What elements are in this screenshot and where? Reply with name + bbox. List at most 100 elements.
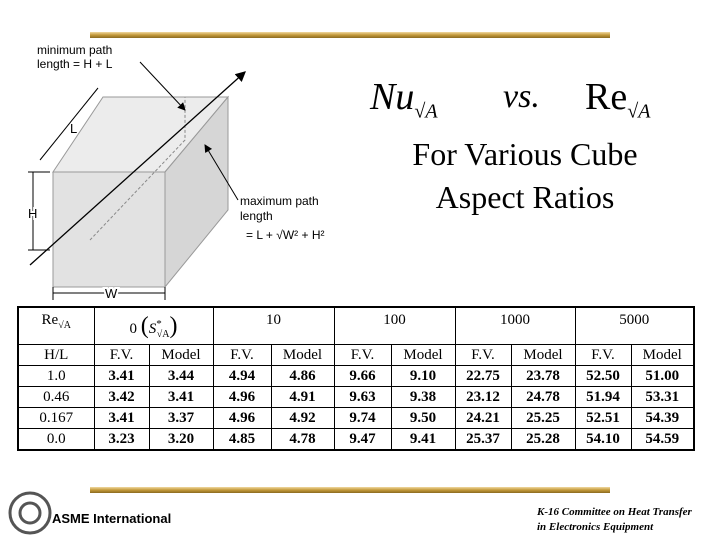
cell: 10 <box>212 306 335 345</box>
cell: 9.63 <box>333 386 392 408</box>
cell: 4.91 <box>270 386 335 408</box>
cell: 0.46 <box>17 386 95 408</box>
cell: 9.10 <box>390 365 456 387</box>
cell: Model <box>510 344 576 366</box>
cell: 9.74 <box>333 407 392 429</box>
cube <box>28 61 246 300</box>
data-row: 1.0 3.41 3.44 4.94 4.86 9.66 9.10 22.75 23.78 52.… <box>17 365 695 387</box>
cell: Model <box>270 344 335 366</box>
cell: 3.41 <box>93 365 150 387</box>
max-label: length <box>240 209 273 223</box>
committee: in Electronics Equipment <box>537 521 654 533</box>
sup: * <box>156 317 162 330</box>
cell: 9.41 <box>390 428 456 451</box>
cell: 3.44 <box>148 365 214 387</box>
cell: 51.94 <box>574 386 632 408</box>
cell: 3.41 <box>148 386 214 408</box>
sub: √A <box>156 328 170 340</box>
cell: 9.47 <box>333 428 392 451</box>
cell: 22.75 <box>454 365 512 387</box>
cell: 9.38 <box>390 386 456 408</box>
group-row: Re√A 0 (S*√A) 10 100 1000 5000 <box>17 306 695 345</box>
cell: 25.28 <box>510 428 576 451</box>
cell: Re√A <box>17 306 95 345</box>
cell: F.V. <box>574 344 632 366</box>
cell: 4.96 <box>212 407 272 429</box>
cell: 51.00 <box>630 365 695 387</box>
data-table: Re√A 0 (S*√A) 10 100 1000 5000 H/L F.V. Model F.V… <box>17 306 695 451</box>
cell: 23.12 <box>454 386 512 408</box>
cell: Model <box>630 344 695 366</box>
data-row: 0.167 3.41 3.37 4.96 4.92 9.74 9.50 24.21 25.25 5… <box>17 407 695 429</box>
data-row: 0.0 3.23 3.20 4.85 4.78 9.47 9.41 25.37 25.28 54.… <box>17 428 695 451</box>
dim-label: L <box>70 121 77 136</box>
max-label: = L + √W² + H² <box>246 228 325 242</box>
text: Nu <box>370 76 415 118</box>
dim-label: W <box>105 286 118 301</box>
cell: 0.167 <box>17 407 95 429</box>
cell: 4.85 <box>212 428 272 451</box>
sub: √A <box>627 100 651 123</box>
bottom-rule <box>90 487 610 493</box>
cell: F.V. <box>93 344 150 366</box>
cell: 52.50 <box>574 365 632 387</box>
cell: 24.21 <box>454 407 512 429</box>
cell: 4.92 <box>270 407 335 429</box>
text: Re <box>41 312 59 328</box>
cell: 3.20 <box>148 428 214 451</box>
max-label: maximum path <box>240 194 319 208</box>
cell: 0.0 <box>17 428 95 451</box>
title-vs: vs. <box>503 78 540 115</box>
cell: 4.86 <box>270 365 335 387</box>
cell: H/L <box>17 344 95 366</box>
cell: 23.78 <box>510 365 576 387</box>
cell: 53.31 <box>630 386 695 408</box>
cell: 4.96 <box>212 386 272 408</box>
cell: Model <box>148 344 214 366</box>
top-rule <box>90 32 610 38</box>
cell: 54.59 <box>630 428 695 451</box>
cell: F.V. <box>333 344 392 366</box>
text: Re <box>585 76 628 118</box>
data-row: 0.46 3.42 3.41 4.96 4.91 9.63 9.38 23.12 24.78 51… <box>17 386 695 408</box>
cell: 24.78 <box>510 386 576 408</box>
cell: 1000 <box>454 306 576 345</box>
committee: K-16 Committee on Heat Transfer <box>537 506 692 518</box>
cell: 9.50 <box>390 407 456 429</box>
min-label: length = H + L <box>37 57 113 71</box>
title-nu: Nu√A <box>370 75 438 124</box>
text: 0 <box>129 320 138 337</box>
cell: 3.37 <box>148 407 214 429</box>
cell: 52.51 <box>574 407 632 429</box>
cell: Model <box>390 344 456 366</box>
sub: √A <box>58 320 71 331</box>
min-label: minimum path <box>37 43 112 57</box>
paren: ) <box>169 312 178 339</box>
cell: F.V. <box>212 344 272 366</box>
cell: 1.0 <box>17 365 95 387</box>
cell: 0 (S*√A) <box>93 306 214 345</box>
cell: 25.25 <box>510 407 576 429</box>
cell: 100 <box>333 306 456 345</box>
cell: F.V. <box>454 344 512 366</box>
sub: √A <box>414 100 438 123</box>
dim-label: H <box>28 206 37 221</box>
title-re: Re√A <box>585 75 650 124</box>
cell: 54.10 <box>574 428 632 451</box>
cell: 5000 <box>574 306 695 345</box>
org: ASME International <box>52 511 172 526</box>
cell: 54.39 <box>630 407 695 429</box>
text: S <box>148 320 157 337</box>
cell: 4.78 <box>270 428 335 451</box>
cell: 9.66 <box>333 365 392 387</box>
cell: 25.37 <box>454 428 512 451</box>
paren: ( <box>140 312 149 339</box>
cell: 4.94 <box>212 365 272 387</box>
header-row: H/L F.V. Model F.V. Model F.V. Model F.V. Model F… <box>17 344 695 366</box>
title-line: Aspect Ratios <box>435 179 615 215</box>
cell: 3.23 <box>93 428 150 451</box>
title-line: For Various Cube <box>412 136 638 172</box>
cell: 3.42 <box>93 386 150 408</box>
